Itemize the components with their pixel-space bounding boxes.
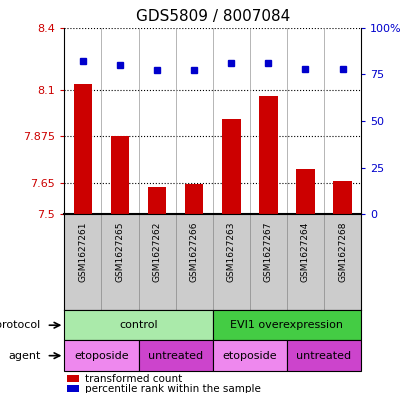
Text: protocol: protocol <box>0 320 41 330</box>
Bar <box>259 96 278 214</box>
Text: agent: agent <box>8 351 41 361</box>
Bar <box>67 385 79 392</box>
Bar <box>296 169 315 214</box>
Bar <box>222 119 241 214</box>
Text: control: control <box>119 320 158 330</box>
Text: GSM1627263: GSM1627263 <box>227 222 236 283</box>
Text: GSM1627262: GSM1627262 <box>153 222 161 282</box>
Text: percentile rank within the sample: percentile rank within the sample <box>85 384 261 393</box>
Title: GDS5809 / 8007084: GDS5809 / 8007084 <box>136 9 290 24</box>
Text: GSM1627266: GSM1627266 <box>190 222 199 283</box>
Text: GSM1627265: GSM1627265 <box>115 222 124 283</box>
Bar <box>111 136 129 214</box>
Text: GSM1627268: GSM1627268 <box>338 222 347 283</box>
Text: untreated: untreated <box>148 351 203 361</box>
Bar <box>148 187 166 214</box>
Text: etoposide: etoposide <box>74 351 129 361</box>
Bar <box>333 181 352 214</box>
Bar <box>64 310 213 340</box>
Text: untreated: untreated <box>296 351 352 361</box>
Bar <box>213 340 287 371</box>
Text: GSM1627267: GSM1627267 <box>264 222 273 283</box>
Bar <box>213 310 361 340</box>
Bar <box>64 340 139 371</box>
Text: etoposide: etoposide <box>222 351 277 361</box>
Bar <box>67 375 79 382</box>
Bar <box>73 83 92 214</box>
Bar <box>139 340 213 371</box>
Text: transformed count: transformed count <box>85 374 182 384</box>
Text: GSM1627261: GSM1627261 <box>78 222 88 283</box>
Bar <box>287 340 361 371</box>
Text: GSM1627264: GSM1627264 <box>301 222 310 282</box>
Bar <box>185 184 203 214</box>
Text: EVI1 overexpression: EVI1 overexpression <box>230 320 343 330</box>
